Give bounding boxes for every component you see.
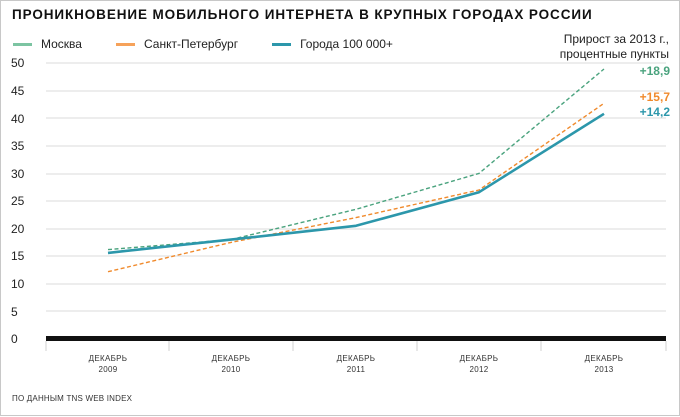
legend-item-cities: Города 100 000+ <box>272 37 393 51</box>
x-axis-baseline <box>46 336 666 341</box>
growth-header: Прирост за 2013 г., процентные пункты <box>560 32 669 62</box>
x-tick-month: ДЕКАБРЬ <box>211 354 251 363</box>
x-tick-month: ДЕКАБРЬ <box>459 354 499 363</box>
growth-cities: +14,2 <box>639 105 670 119</box>
y-tick-15: 15 <box>11 249 25 263</box>
y-tick-35: 35 <box>11 139 25 153</box>
chart-title: ПРОНИКНОВЕНИЕ МОБИЛЬНОГО ИНТЕРНЕТА В КРУ… <box>12 7 593 22</box>
y-tick-30: 30 <box>11 167 25 181</box>
gridlines <box>46 62 666 312</box>
legend: Москва Санкт-Петербург Города 100 000+ <box>13 37 427 51</box>
x-tick-2013: ДЕКАБРЬ 2013 <box>564 353 644 375</box>
y-tick-45: 45 <box>11 84 25 98</box>
x-tick-marks <box>45 341 667 351</box>
x-tick-2011: ДЕКАБРЬ 2011 <box>316 353 396 375</box>
x-tick-month: ДЕКАБРЬ <box>336 354 376 363</box>
y-tick-40: 40 <box>11 112 25 126</box>
x-tick-year: 2010 <box>221 365 241 374</box>
x-tick-2010: ДЕКАБРЬ 2010 <box>191 353 271 375</box>
x-tick-month: ДЕКАБРЬ <box>88 354 128 363</box>
legend-item-spb: Санкт-Петербург <box>115 37 239 51</box>
legend-item-moscow: Москва <box>13 37 82 51</box>
y-tick-50: 50 <box>11 56 25 70</box>
x-tick-year: 2012 <box>469 365 489 374</box>
growth-header-line1: Прирост за 2013 г., <box>563 32 669 46</box>
legend-label-cities: Города 100 000+ <box>300 37 393 51</box>
source-note: ПО ДАННЫМ TNS WEB INDEX <box>12 394 133 403</box>
x-tick-year: 2013 <box>594 365 614 374</box>
series-cities <box>107 112 605 255</box>
legend-label-moscow: Москва <box>41 37 82 51</box>
growth-header-line2: процентные пункты <box>559 47 669 61</box>
y-tick-0: 0 <box>11 332 18 346</box>
y-tick-5: 5 <box>11 305 18 319</box>
legend-swatch-spb <box>115 42 135 46</box>
x-tick-month: ДЕКАБРЬ <box>584 354 624 363</box>
growth-spb: +15,7 <box>639 90 670 104</box>
growth-moscow: +18,9 <box>639 64 670 78</box>
y-tick-25: 25 <box>11 194 25 208</box>
legend-label-spb: Санкт-Петербург <box>143 37 239 51</box>
x-tick-2012: ДЕКАБРЬ 2012 <box>439 353 519 375</box>
legend-swatch-moscow <box>13 42 32 46</box>
series-spb <box>107 102 605 273</box>
legend-swatch-cities <box>272 42 292 46</box>
y-tick-10: 10 <box>11 277 25 291</box>
y-tick-20: 20 <box>11 222 25 236</box>
x-tick-year: 2011 <box>346 365 366 374</box>
x-tick-2009: ДЕКАБРЬ 2009 <box>68 353 148 375</box>
x-tick-year: 2009 <box>98 365 118 374</box>
